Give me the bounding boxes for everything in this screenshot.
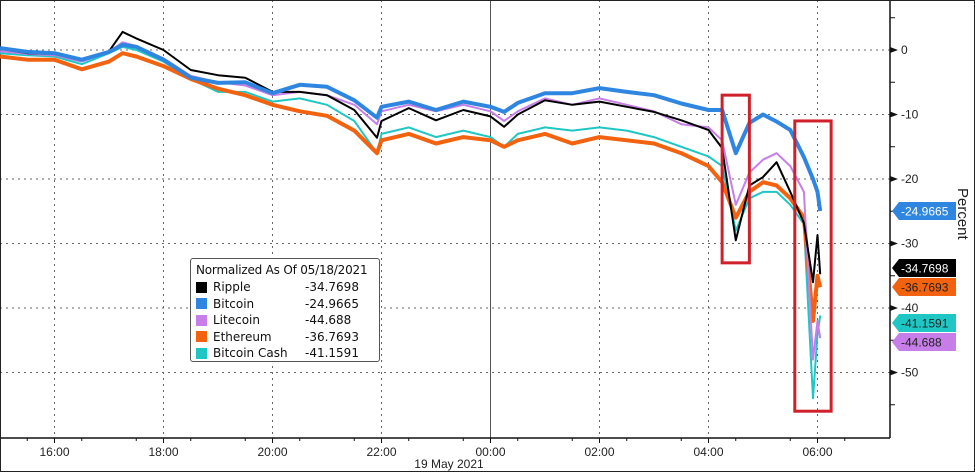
legend-series-value: -41.1591 [305, 346, 359, 361]
y-tick [890, 240, 898, 247]
legend-series-name: Ripple [213, 280, 251, 295]
legend-series-name: Ethereum [213, 329, 272, 344]
legend-title: Normalized As Of 05/18/2021 [196, 263, 368, 277]
tag-value: -36.7693 [901, 281, 949, 295]
legend-swatch [196, 331, 207, 343]
x-tick-label: 06:00 [802, 445, 832, 459]
highlight-box [793, 119, 833, 413]
tag-background [892, 202, 956, 220]
series-line-litecoin [0, 41, 822, 361]
y-tick [890, 47, 898, 53]
x-tick-label: 20:00 [257, 445, 287, 459]
y-tick-label: -50 [901, 366, 919, 380]
legend-series-value: -44.688 [305, 313, 352, 328]
y-tick-label: -20 [901, 172, 919, 186]
series-line-bitcoin [0, 42, 823, 212]
series-line-ripple [0, 30, 822, 284]
tag-value: -44.688 [901, 336, 942, 350]
x-tick-label: 18:00 [148, 445, 178, 459]
legend-item: Litecoin -44.688 [196, 312, 379, 329]
tag-background [892, 314, 956, 332]
tag-background [892, 278, 956, 296]
legend-swatch [196, 298, 207, 310]
tag-background [892, 333, 956, 351]
y-tick-label: -40 [901, 301, 919, 315]
series-line-bitcoin-cash [0, 45, 822, 400]
x-tick-label: 22:00 [366, 445, 396, 459]
legend-series-value: -34.7698 [305, 280, 359, 295]
legend-swatch [196, 314, 207, 326]
x-tick-label: 00:00 [475, 445, 505, 459]
legend-swatch [196, 347, 207, 359]
legend-series-value: -36.7693 [305, 329, 359, 344]
y-tick-label: 0 [901, 43, 908, 57]
y-tick-label: -30 [901, 237, 919, 251]
y-tick [890, 305, 898, 311]
last-value-tag-ethereum: -36.7693 [892, 278, 956, 296]
legend-series-value: -24.9665 [305, 296, 359, 311]
last-value-tag-bitcoin-cash: -41.1591 [892, 314, 956, 332]
y-tick [890, 176, 898, 182]
legend: Normalized As Of 05/18/2021 Ripple -34.76… [190, 258, 380, 362]
legend-series-name: Bitcoin Cash [213, 346, 288, 361]
x-tick-label: 02:00 [584, 445, 614, 459]
annotations [720, 93, 833, 413]
legend-item: Bitcoin -24.9665 [196, 296, 379, 313]
legend-swatch [196, 281, 207, 293]
x-axis-date-label: 19 May 2021 [414, 457, 484, 471]
legend-item: Bitcoin Cash -41.1591 [196, 345, 379, 362]
last-value-tag-bitcoin: -24.9665 [892, 202, 956, 220]
series-line-ethereum [0, 51, 823, 323]
tag-background [892, 259, 956, 277]
grid [0, 0, 890, 438]
x-tick-label: 04:00 [693, 445, 723, 459]
legend-series-name: Litecoin [213, 313, 260, 328]
legend-item: Ethereum -36.7693 [196, 329, 379, 346]
tag-value: -24.9665 [901, 205, 949, 219]
y-axis-label: Percent [954, 188, 971, 241]
y-tick [890, 111, 898, 118]
x-tick-label: 16:00 [39, 445, 69, 459]
series-lines [0, 30, 823, 400]
last-value-tag-ripple: -34.7698 [892, 259, 956, 277]
tag-value: -34.7698 [901, 262, 949, 276]
tag-value: -41.1591 [901, 317, 949, 331]
legend-item: Ripple -34.7698 [196, 279, 379, 296]
last-value-tags: -34.7698 -24.9665 -44.688 -36.7693 -41.1591 [892, 202, 956, 351]
legend-series-name: Bitcoin [213, 296, 255, 311]
y-tick-label: -10 [901, 108, 919, 122]
y-tick [890, 369, 898, 376]
highlight-box [720, 93, 751, 265]
last-value-tag-litecoin: -44.688 [892, 333, 956, 351]
